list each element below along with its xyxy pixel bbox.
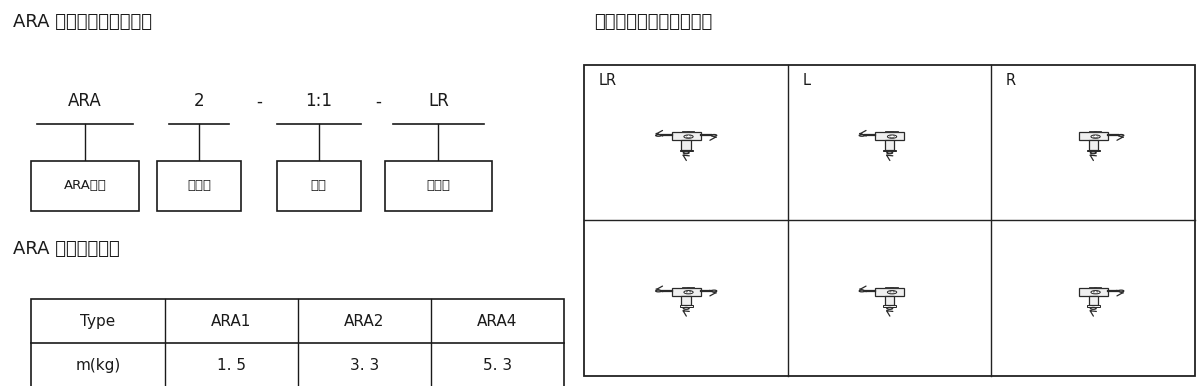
Bar <box>886 296 894 305</box>
Bar <box>31 161 139 211</box>
Bar <box>277 161 360 211</box>
Circle shape <box>859 290 864 292</box>
Bar <box>890 131 898 132</box>
Bar <box>686 131 694 132</box>
Text: 1:1: 1:1 <box>305 92 332 110</box>
Text: -: - <box>256 92 262 110</box>
Text: 1. 5: 1. 5 <box>217 358 246 373</box>
Text: ARA4: ARA4 <box>478 314 517 329</box>
Ellipse shape <box>684 291 694 294</box>
Text: 3. 3: 3. 3 <box>349 358 379 373</box>
Bar <box>1094 287 1102 288</box>
Bar <box>679 305 692 307</box>
Circle shape <box>712 290 716 292</box>
Text: ARA: ARA <box>68 92 102 110</box>
Text: R: R <box>1006 73 1016 87</box>
Text: L: L <box>803 73 810 87</box>
Bar <box>384 161 492 211</box>
Bar <box>682 296 691 305</box>
Circle shape <box>683 307 689 309</box>
Bar <box>672 288 701 296</box>
Text: 轴配置及旋转方向关系：: 轴配置及旋转方向关系： <box>594 13 713 31</box>
Circle shape <box>655 135 661 136</box>
Bar <box>1088 131 1097 132</box>
Ellipse shape <box>889 135 895 138</box>
Text: 5. 3: 5. 3 <box>482 358 512 373</box>
Bar <box>31 299 564 387</box>
Text: Type: Type <box>80 314 115 329</box>
Text: LR: LR <box>428 92 449 110</box>
Ellipse shape <box>684 135 694 138</box>
Bar <box>1079 132 1108 140</box>
Text: 2: 2 <box>193 92 204 110</box>
Text: 轴配置: 轴配置 <box>426 179 450 192</box>
Bar <box>1094 131 1102 132</box>
Bar <box>1087 150 1100 151</box>
Ellipse shape <box>889 291 895 293</box>
Bar <box>584 65 1195 376</box>
Ellipse shape <box>686 135 691 138</box>
Text: LR: LR <box>599 73 617 87</box>
Bar <box>883 305 896 307</box>
Bar <box>679 150 692 151</box>
Bar <box>886 140 894 150</box>
Bar <box>890 287 898 288</box>
Ellipse shape <box>1091 291 1100 294</box>
Circle shape <box>655 290 661 292</box>
Bar <box>682 140 691 150</box>
Bar <box>686 287 694 288</box>
Bar <box>875 288 905 296</box>
Circle shape <box>1118 290 1124 292</box>
Circle shape <box>1091 307 1096 309</box>
Text: 速比: 速比 <box>311 179 326 192</box>
Ellipse shape <box>1093 291 1098 293</box>
Bar <box>875 132 905 140</box>
Text: ARA 系列重量表：: ARA 系列重量表： <box>13 240 120 258</box>
Bar <box>1088 140 1098 150</box>
Ellipse shape <box>888 135 896 138</box>
Circle shape <box>887 152 893 154</box>
Text: m(kg): m(kg) <box>76 358 120 373</box>
Circle shape <box>1118 135 1124 136</box>
Circle shape <box>1091 152 1096 154</box>
Circle shape <box>859 135 864 136</box>
Circle shape <box>887 307 893 309</box>
Bar <box>1079 288 1108 296</box>
Bar <box>883 150 896 151</box>
Bar <box>672 132 701 140</box>
Text: ARA1: ARA1 <box>211 314 251 329</box>
Text: ARA2: ARA2 <box>344 314 384 329</box>
Text: ARA 系列型号表示方法：: ARA 系列型号表示方法： <box>13 13 152 31</box>
Bar <box>1088 287 1097 288</box>
Ellipse shape <box>1093 135 1098 138</box>
Bar <box>886 131 893 132</box>
Bar <box>157 161 241 211</box>
Circle shape <box>712 135 716 136</box>
Ellipse shape <box>888 291 896 294</box>
Circle shape <box>683 152 689 154</box>
Bar <box>1087 305 1100 307</box>
Bar <box>682 287 689 288</box>
Text: ARA系列: ARA系列 <box>64 179 107 192</box>
Ellipse shape <box>686 291 691 293</box>
Text: 机座号: 机座号 <box>187 179 211 192</box>
Bar <box>682 131 689 132</box>
Bar <box>1088 296 1098 305</box>
Ellipse shape <box>1091 135 1100 138</box>
Text: -: - <box>376 92 382 110</box>
Bar <box>886 287 893 288</box>
